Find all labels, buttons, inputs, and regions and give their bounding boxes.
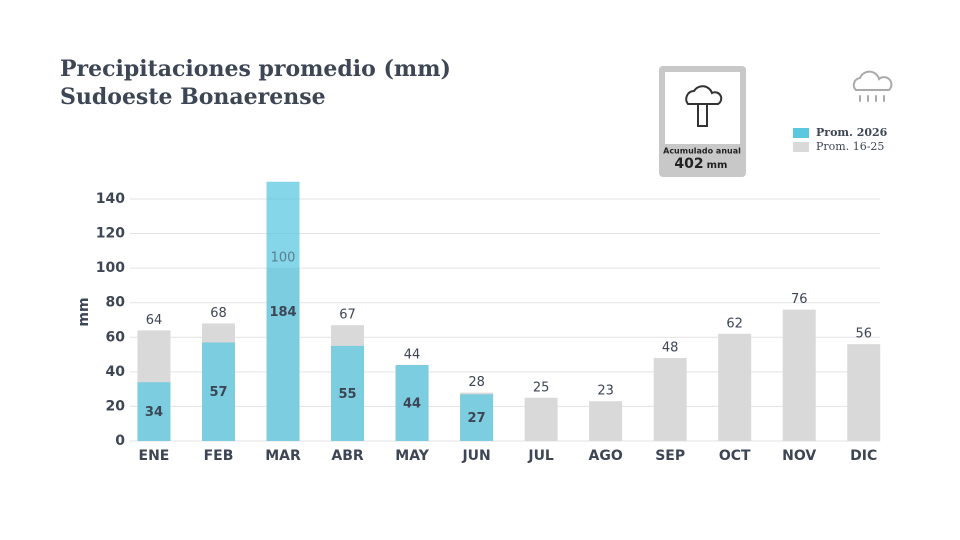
current-label: 57 [209, 385, 227, 400]
current-label: 34 [145, 405, 163, 420]
bar-average [524, 397, 558, 441]
x-tick-label: OCT [719, 448, 751, 464]
bar-average [782, 309, 816, 441]
bar-current [201, 342, 235, 441]
card-value: 402 [674, 156, 703, 172]
x-tick-label: JUL [527, 448, 554, 464]
bar-average [847, 344, 881, 441]
x-tick-label: ABR [331, 448, 364, 464]
weather-icon [852, 70, 893, 102]
average-label: 68 [210, 306, 227, 321]
bar-average [589, 401, 623, 441]
bar-current [266, 181, 300, 442]
current-label: 44 [403, 396, 421, 411]
bar-current [137, 382, 171, 441]
x-tick-label: MAY [395, 448, 429, 464]
average-label: 64 [146, 313, 163, 328]
y-tick-label: 80 [106, 295, 126, 311]
average-label: 25 [533, 380, 550, 395]
x-tick-label: AGO [589, 448, 623, 464]
x-tick-label: NOV [782, 448, 816, 464]
card-unit: mm [707, 160, 728, 171]
x-tick-label: SEP [655, 448, 685, 464]
average-label: 76 [791, 292, 808, 307]
y-tick-label: 60 [106, 329, 126, 345]
legend-swatch [793, 128, 809, 138]
legend-swatch [793, 142, 809, 152]
x-tick-label: ENE [139, 448, 170, 464]
chart-subtitle: Sudoeste Bonaerense [60, 84, 326, 110]
average-label: 56 [855, 327, 872, 342]
x-tick-label: DIC [850, 448, 877, 464]
card-label: Acumulado anual [663, 147, 741, 156]
current-label: 27 [468, 411, 486, 426]
bar-current [460, 394, 494, 441]
x-tick-label: JUN [461, 448, 490, 464]
y-tick-label: 100 [96, 260, 125, 276]
average-label: 23 [597, 384, 614, 399]
average-label: 100 [271, 251, 296, 266]
grid: 0 20 40 60 80 100 120 140 [96, 191, 880, 449]
bar-average [653, 358, 687, 441]
card-inner [665, 72, 740, 144]
labels: ENE FEB MAR ABR MAY JUN JUL AGO SEP OCT NOV DIC 64 68… [139, 251, 878, 464]
average-label: 28 [468, 375, 485, 390]
y-tick-label: 40 [106, 364, 126, 380]
average-label: 48 [662, 341, 679, 356]
card: Acumulado anual 402 mm [659, 66, 746, 177]
x-tick-label: FEB [204, 448, 234, 464]
y-tick-label: 120 [96, 226, 125, 242]
current-label: 55 [338, 387, 356, 402]
y-tick-label: 140 [96, 191, 125, 207]
bar-average [718, 333, 752, 441]
y-tick-label: 20 [106, 398, 126, 414]
y-tick-label: 0 [115, 433, 125, 449]
bars [137, 181, 881, 442]
legend-label: Prom. 2026 [816, 126, 888, 139]
x-tick-label: MAR [265, 448, 301, 464]
average-label: 67 [339, 308, 356, 323]
average-label: 62 [726, 316, 743, 331]
bar-current [395, 364, 429, 441]
card-icon [685, 85, 723, 105]
y-axis-label: mm [76, 297, 92, 326]
bar-current [331, 345, 365, 441]
legend-label: Prom. 16-25 [816, 140, 884, 153]
chart-title: Precipitaciones promedio (mm) [60, 56, 451, 82]
current-label: 184 [269, 305, 296, 320]
card-gauge [697, 103, 708, 127]
average-label: 44 [404, 347, 421, 362]
